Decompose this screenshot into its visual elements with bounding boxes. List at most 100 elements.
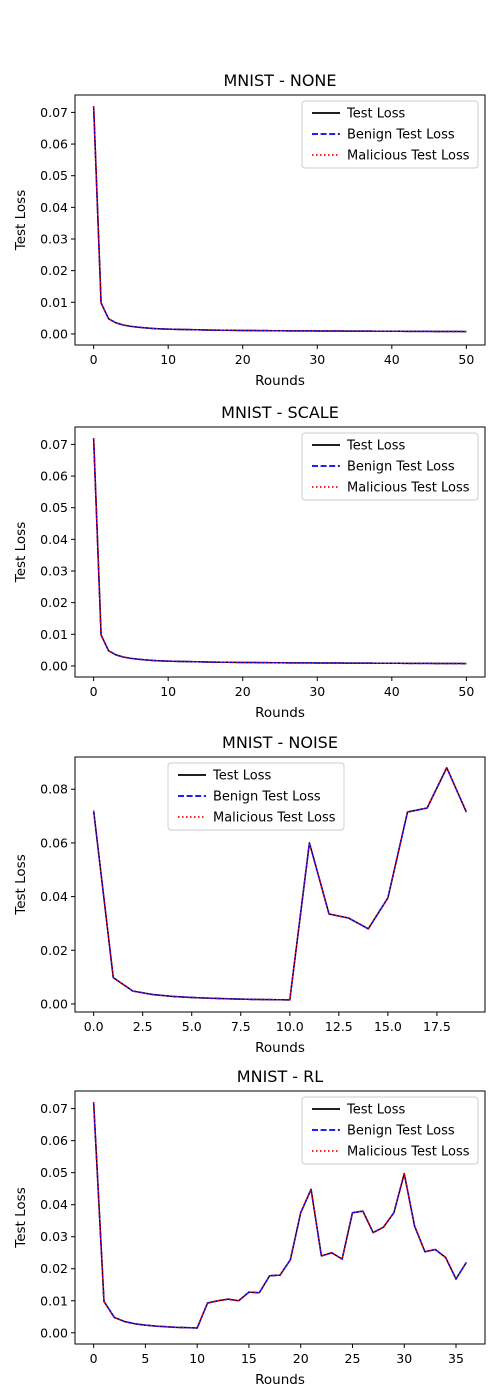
legend: Test Loss Benign Test Loss Malicious Test … [301,100,479,169]
y-tick-label: 0.05 [40,168,68,183]
legend-label-malicious-test-loss: Malicious Test Loss [347,481,470,496]
x-tick-label: 10 [189,1351,205,1366]
y-tick-label: 0.04 [40,532,68,547]
y-axis-label: Test Loss [13,854,29,916]
y-tick-label: 0.03 [40,1229,68,1244]
x-tick-label: 10 [160,352,176,367]
y-tick-label: 0.05 [40,1165,68,1180]
x-tick-label: 20 [293,1351,309,1366]
x-axis-label: Rounds [255,1372,305,1388]
y-tick-label: 0.01 [40,627,68,642]
y-axis-label: Test Loss [13,190,29,252]
y-tick-label: 0.06 [40,469,68,484]
benign-test-loss-line [92,106,467,333]
legend-label-test-loss: Test Loss [212,769,271,784]
x-tick-label: 20 [235,352,251,367]
plot-area [74,426,486,678]
x-tick-label: 5 [141,1351,149,1366]
y-tick-label: 0.00 [40,658,68,673]
legend-box [301,1096,479,1165]
y-tick-label: 0.07 [40,437,68,452]
x-tick-label: 5.0 [182,1019,202,1034]
x-tick-label: 35 [448,1351,464,1366]
y-axis-label: Test Loss [13,1187,29,1249]
x-tick-label: 50 [458,684,474,699]
plot-area [74,1090,486,1345]
plot-area [74,94,486,346]
y-tick-label: 0.07 [40,105,68,120]
y-tick-label: 0.04 [40,200,68,215]
chart-panel-1: MNIST - NONE 0 10 20 30 40 50 0.00 0.01 0.02 0.03 0… [13,71,486,389]
plot-area [74,756,486,1013]
legend-box [301,432,479,501]
chart-title: MNIST - RL [237,1067,323,1086]
x-tick-label: 7.5 [231,1019,251,1034]
y-tick-label: 0.02 [40,1261,68,1276]
legend-label-malicious-test-loss: Malicious Test Loss [213,811,336,826]
chart-title: MNIST - NOISE [222,733,338,752]
legend: Test Loss Benign Test Loss Malicious Test … [301,432,479,501]
x-tick-label: 25 [345,1351,361,1366]
legend: Test Loss Benign Test Loss Malicious Test … [301,1096,479,1165]
y-tick-label: 0.03 [40,231,68,246]
y-tick-label: 0.02 [40,595,68,610]
x-tick-label: 15 [241,1351,257,1366]
chart-panel-2: MNIST - SCALE 0 10 20 30 40 50 0.00 0.01 0.02 0.03… [13,403,486,721]
y-tick-label: 0.00 [40,326,68,341]
x-tick-label: 40 [384,684,400,699]
chart-title: MNIST - SCALE [221,403,339,422]
y-tick-label: 0.00 [40,996,68,1011]
x-tick-label: 12.5 [325,1019,353,1034]
y-tick-label: 0.04 [40,1197,68,1212]
y-tick-label: 0.04 [40,889,68,904]
legend-label-benign-test-loss: Benign Test Loss [347,460,455,475]
x-axis-label: Rounds [255,1040,305,1056]
benign-test-loss-line [92,766,468,1001]
legend-box [301,100,479,169]
chart-panel-3: MNIST - NOISE 0.0 2.5 5.0 7.5 10.0 12.5 15.0 17.… [13,733,486,1056]
y-tick-label: 0.03 [40,563,68,578]
benign-test-loss-line [92,438,467,665]
x-tick-label: 20 [235,684,251,699]
y-tick-label: 0.00 [40,1325,68,1340]
legend-label-test-loss: Test Loss [346,439,405,454]
x-tick-label: 10.0 [276,1019,304,1034]
legend-label-malicious-test-loss: Malicious Test Loss [347,149,470,164]
x-tick-label: 15.0 [374,1019,402,1034]
y-tick-label: 0.02 [40,943,68,958]
y-tick-label: 0.01 [40,1293,68,1308]
legend-label-test-loss: Test Loss [346,107,405,122]
y-tick-label: 0.08 [40,782,68,797]
x-tick-label: 0.0 [84,1019,104,1034]
chart-title: MNIST - NONE [223,71,336,90]
x-tick-label: 30 [396,1351,412,1366]
y-tick-label: 0.06 [40,137,68,152]
legend-label-benign-test-loss: Benign Test Loss [347,1124,455,1139]
legend: Test Loss Benign Test Loss Malicious Test … [167,762,345,831]
x-tick-label: 30 [309,684,325,699]
y-tick-label: 0.02 [40,263,68,278]
y-tick-label: 0.05 [40,500,68,515]
x-tick-label: 10 [160,684,176,699]
chart-panel-4: MNIST - RL 0 5 10 15 20 25 30 35 0.00 0.01 0.02 0.03… [13,1067,486,1388]
y-tick-label: 0.06 [40,835,68,850]
x-tick-label: 0 [90,1351,98,1366]
legend-label-benign-test-loss: Benign Test Loss [347,128,455,143]
x-tick-label: 0 [90,684,98,699]
x-axis-label: Rounds [255,373,305,389]
x-tick-label: 50 [458,352,474,367]
legend-label-benign-test-loss: Benign Test Loss [213,790,321,805]
x-tick-label: 0 [90,352,98,367]
legend-label-malicious-test-loss: Malicious Test Loss [347,1145,470,1160]
y-axis-label: Test Loss [13,522,29,584]
y-tick-label: 0.01 [40,295,68,310]
x-tick-label: 30 [309,352,325,367]
y-tick-label: 0.07 [40,1101,68,1116]
x-tick-label: 2.5 [133,1019,153,1034]
legend-box [167,762,345,831]
y-tick-label: 0.06 [40,1133,68,1148]
x-tick-label: 17.5 [423,1019,451,1034]
legend-label-test-loss: Test Loss [346,1103,405,1118]
x-axis-label: Rounds [255,705,305,721]
